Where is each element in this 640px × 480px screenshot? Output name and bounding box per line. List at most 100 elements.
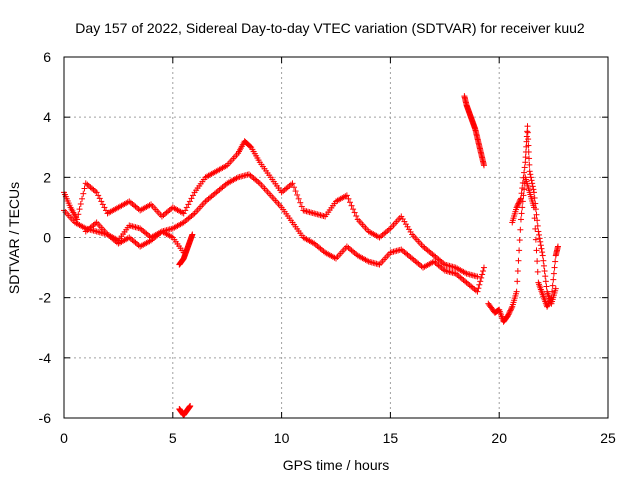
data-point xyxy=(294,191,301,198)
data-point xyxy=(517,195,524,202)
x-axis-title: GPS time / hours xyxy=(283,457,390,473)
data-point xyxy=(474,273,481,280)
data-point xyxy=(475,285,482,292)
data-point xyxy=(289,180,296,187)
data-point xyxy=(549,282,556,289)
data-point xyxy=(480,264,487,271)
data-point xyxy=(528,177,535,184)
data-point xyxy=(515,257,522,264)
data-point xyxy=(540,257,547,264)
data-point xyxy=(476,281,483,288)
y-tick-label: 4 xyxy=(43,109,51,125)
data-point xyxy=(353,213,360,220)
data-point xyxy=(522,154,529,161)
x-tick-label: 20 xyxy=(491,430,507,446)
data-point xyxy=(525,148,532,155)
data-point xyxy=(185,201,192,208)
data-point xyxy=(539,249,546,256)
data-point xyxy=(525,142,532,149)
data-point xyxy=(93,189,100,196)
data-point xyxy=(74,216,81,223)
x-tick-label: 15 xyxy=(383,430,399,446)
data-point xyxy=(517,226,524,233)
y-tick-label: -4 xyxy=(39,350,52,366)
data-point xyxy=(521,164,528,171)
data-point xyxy=(541,268,548,275)
x-tick-label: 25 xyxy=(600,430,616,446)
data-point xyxy=(187,402,194,409)
data-point xyxy=(508,306,515,313)
data-point xyxy=(544,302,551,309)
data-point xyxy=(524,129,531,136)
data-point xyxy=(508,304,515,311)
data-point xyxy=(550,276,557,283)
data-point xyxy=(532,225,539,232)
data-point xyxy=(506,308,513,315)
data-point xyxy=(530,186,537,193)
data-point xyxy=(532,236,539,243)
data-point xyxy=(182,207,189,214)
data-point xyxy=(535,228,542,235)
axis-ticks: 0 5 10 15 20 25 -6 -4 -2 0 2 4 6 xyxy=(39,49,616,446)
data-point xyxy=(513,204,520,211)
data-point xyxy=(477,278,484,285)
data-point xyxy=(298,203,305,210)
data-point xyxy=(75,211,82,218)
data-point xyxy=(534,258,541,265)
y-tick-label: 0 xyxy=(43,230,51,246)
data-point xyxy=(292,188,299,195)
data-point xyxy=(542,278,549,285)
data-point xyxy=(518,190,525,197)
data-point xyxy=(478,274,485,281)
data-point xyxy=(550,270,557,277)
y-axis-title: SDTVAR / TECUs xyxy=(6,182,22,294)
data-point xyxy=(507,307,514,314)
chart-title: Day 157 of 2022, Sidereal Day-to-day VTE… xyxy=(75,20,585,36)
data-point xyxy=(480,268,487,275)
data-point xyxy=(532,200,539,207)
x-tick-label: 5 xyxy=(169,430,177,446)
y-tick-label: 6 xyxy=(43,49,51,65)
data-point xyxy=(526,168,533,175)
data-point xyxy=(535,231,542,238)
data-point xyxy=(540,262,547,269)
data-point xyxy=(531,194,538,201)
data-point xyxy=(523,133,530,140)
data-point xyxy=(534,217,541,224)
data-point xyxy=(529,180,536,187)
data-point xyxy=(101,204,108,211)
y-tick-label: 2 xyxy=(43,169,51,185)
data-point xyxy=(514,268,521,275)
data-point xyxy=(76,206,83,213)
grid xyxy=(64,57,608,418)
data-point xyxy=(516,199,523,206)
data-point xyxy=(505,311,512,318)
data-point xyxy=(552,285,559,292)
data-point xyxy=(522,159,529,166)
data-point xyxy=(538,245,545,252)
data-point xyxy=(534,222,541,229)
data-point xyxy=(80,190,87,197)
data-point xyxy=(297,199,304,206)
data-point xyxy=(526,161,533,168)
data-point xyxy=(539,252,546,259)
data-points xyxy=(61,93,561,418)
data-point xyxy=(526,155,533,162)
data-point xyxy=(506,310,513,317)
data-point xyxy=(99,201,106,208)
data-point xyxy=(183,204,190,211)
data-point xyxy=(536,235,543,242)
data-point xyxy=(519,179,526,186)
data-point xyxy=(537,238,544,245)
data-point xyxy=(513,288,520,295)
data-point xyxy=(348,202,355,209)
data-point xyxy=(189,231,196,238)
data-point xyxy=(531,189,538,196)
y-tick-label: -2 xyxy=(39,290,52,306)
data-point xyxy=(186,198,193,205)
data-point xyxy=(517,216,524,223)
data-point xyxy=(544,303,551,310)
data-point xyxy=(514,278,521,285)
data-point xyxy=(190,192,197,199)
